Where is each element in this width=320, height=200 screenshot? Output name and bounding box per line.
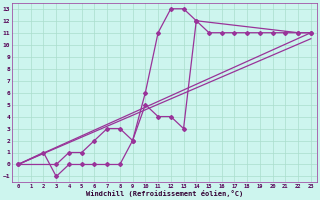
X-axis label: Windchill (Refroidissement éolien,°C): Windchill (Refroidissement éolien,°C)	[86, 190, 243, 197]
